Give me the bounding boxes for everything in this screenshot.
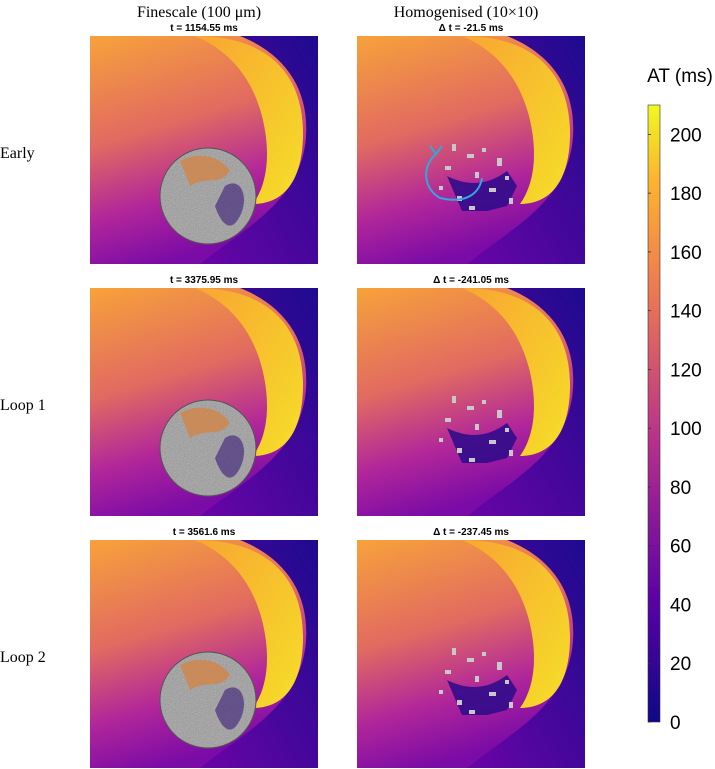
colorbar bbox=[647, 104, 661, 723]
simulation-panel bbox=[357, 540, 585, 768]
simulation-panel bbox=[90, 540, 318, 768]
colorbar-tick-label: 0 bbox=[670, 713, 681, 734]
row-label: Loop 2 bbox=[0, 649, 46, 666]
colorbar-tick-label: 100 bbox=[670, 419, 702, 440]
colorbar-tick-label: 120 bbox=[670, 360, 702, 381]
panel-subtitle: Δ t = -21.5 ms bbox=[439, 23, 504, 34]
colorbar-tick-label: 20 bbox=[670, 654, 691, 675]
simulation-panel bbox=[357, 288, 585, 516]
column-title: Homogenised (10×10) bbox=[394, 4, 539, 21]
panel-subtitle: t = 1154.55 ms bbox=[170, 23, 238, 34]
row-label: Early bbox=[0, 145, 35, 162]
colorbar-label: AT (ms) bbox=[647, 66, 713, 87]
colorbar-tick-label: 60 bbox=[670, 537, 691, 558]
panel-subtitle: t = 3561.6 ms bbox=[173, 527, 236, 538]
colorbar-tick-label: 140 bbox=[670, 302, 702, 323]
colorbar-tick-label: 180 bbox=[670, 184, 702, 205]
colorbar-tick-label: 80 bbox=[670, 478, 691, 499]
row-label: Loop 1 bbox=[0, 397, 46, 414]
colorbar-tick-label: 160 bbox=[670, 243, 702, 264]
colorbar-tick-label: 40 bbox=[670, 595, 691, 616]
panel-subtitle: Δ t = -237.45 ms bbox=[433, 527, 509, 538]
colorbar-tick-label: 200 bbox=[670, 125, 702, 146]
arrow bbox=[425, 145, 483, 201]
simulation-panel bbox=[90, 288, 318, 516]
column-title: Finescale (100 μm) bbox=[137, 4, 261, 21]
simulation-panel bbox=[90, 36, 318, 264]
simulation-panel bbox=[357, 36, 585, 264]
panel-subtitle: Δ t = -241.05 ms bbox=[433, 275, 509, 286]
panel-subtitle: t = 3375.95 ms bbox=[170, 275, 239, 286]
panels bbox=[90, 36, 585, 768]
